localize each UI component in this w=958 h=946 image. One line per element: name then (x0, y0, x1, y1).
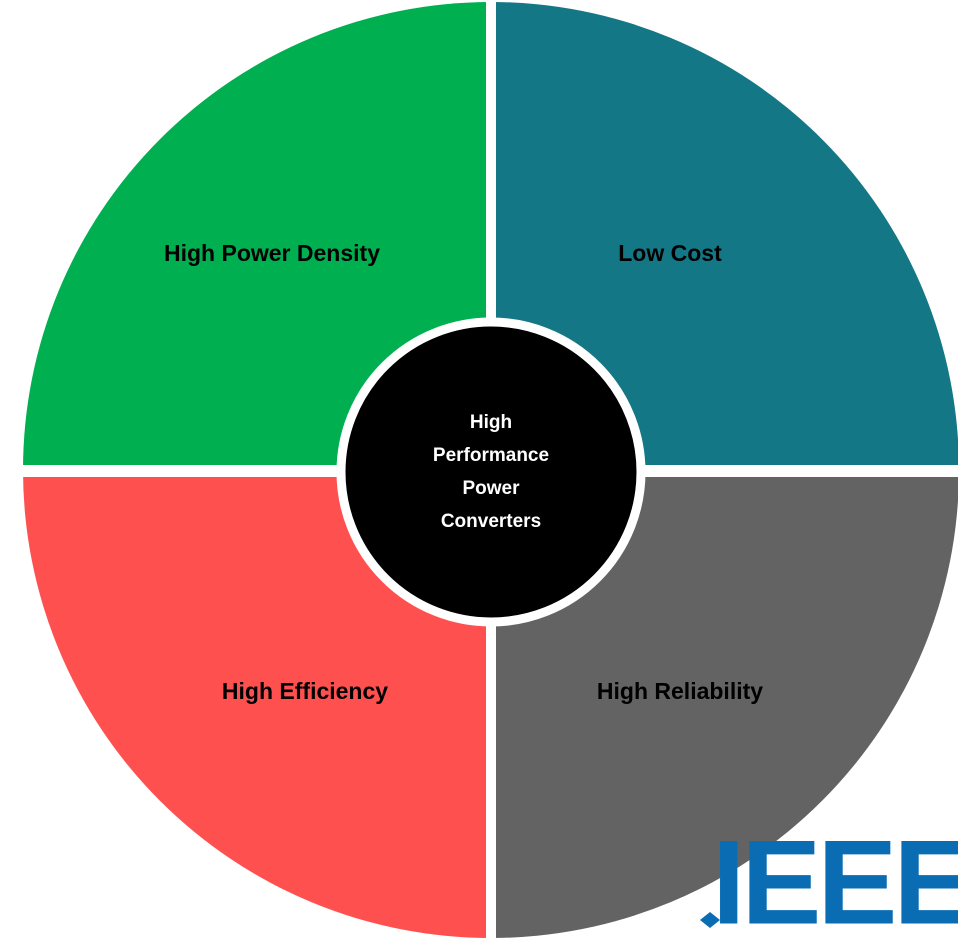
quadrant-bottom-left (23, 470, 491, 938)
quadrant-label: High Power Density (164, 240, 380, 266)
center-circle (336, 317, 646, 627)
center-label: Power (462, 478, 520, 499)
center-label: High (470, 412, 512, 433)
quadrant-bottom-right (491, 470, 958, 938)
quadrant-label: High Reliability (597, 678, 763, 704)
center-label: Performance (433, 445, 549, 466)
quadrant-label: High Efficiency (222, 678, 388, 704)
quadrant-top-left (23, 2, 491, 470)
logo-text: IEEE (712, 816, 958, 946)
logo-mark (700, 912, 720, 928)
quadrant-label: Low Cost (618, 240, 722, 266)
center-label: Converters (441, 511, 541, 532)
quadrant-top-right (491, 2, 958, 470)
